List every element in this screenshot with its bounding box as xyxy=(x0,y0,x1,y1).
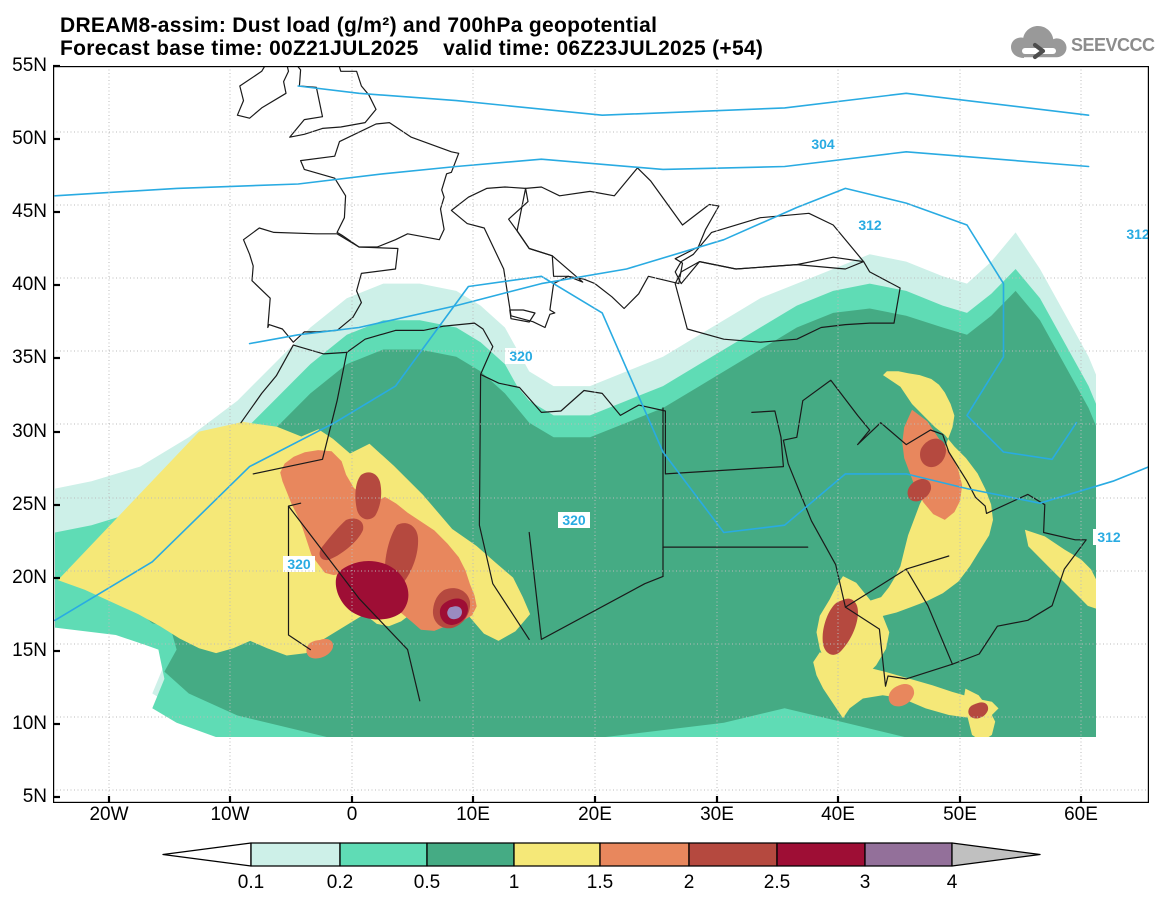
svg-text:2: 2 xyxy=(684,872,695,893)
svg-text:0.1: 0.1 xyxy=(238,872,264,893)
svg-text:4: 4 xyxy=(947,872,958,893)
svg-text:1.5: 1.5 xyxy=(587,872,613,893)
svg-text:1: 1 xyxy=(509,872,520,893)
svg-text:3: 3 xyxy=(860,872,871,893)
svg-text:2.5: 2.5 xyxy=(764,872,790,893)
svg-text:0.5: 0.5 xyxy=(414,872,440,893)
svg-text:0.2: 0.2 xyxy=(327,872,353,893)
